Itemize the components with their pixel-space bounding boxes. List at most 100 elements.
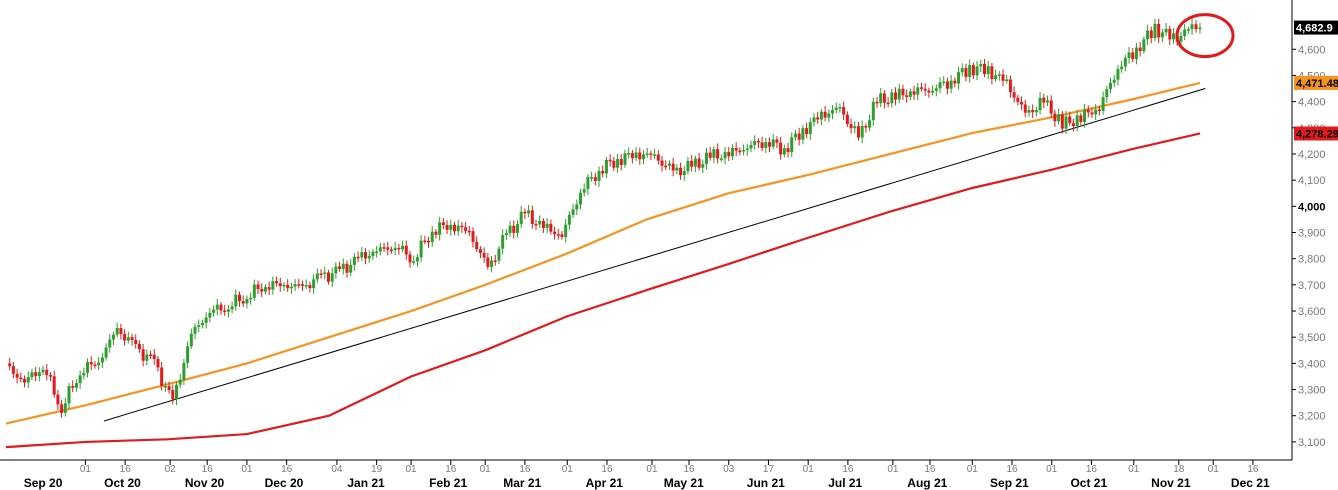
candle-body [931, 90, 935, 93]
candle-body [1086, 109, 1090, 113]
candle-body [782, 148, 786, 155]
candle-body [682, 171, 686, 176]
candle-body [567, 214, 571, 225]
candle-body [938, 82, 942, 89]
candle-body [389, 249, 393, 252]
candle-body [897, 88, 901, 100]
candle-body [645, 153, 649, 155]
candle-body [415, 257, 419, 262]
candle-body [708, 152, 712, 158]
candle-body [375, 251, 379, 254]
candle-body [912, 91, 916, 95]
candle-body [831, 110, 835, 114]
candle-body [630, 153, 634, 159]
candle-body [1075, 115, 1079, 127]
candle-body [690, 160, 694, 167]
candle-body [193, 326, 197, 334]
candle-body [326, 272, 330, 282]
x-day-label: 17 [763, 464, 775, 475]
candle-body [1016, 97, 1020, 102]
x-axis: 01 16 02 16 01 16 04 19 01 16 01 16 01 16 01 16 03 17 01 16… [0, 459, 1292, 490]
candle-body [1027, 110, 1031, 113]
candle-body [1186, 29, 1190, 31]
candle-body [1094, 109, 1098, 115]
x-day-label: 01 [241, 464, 253, 475]
candle-body [649, 153, 653, 155]
candle-body [490, 260, 494, 267]
candle-body [1105, 89, 1109, 98]
candle-body [1134, 47, 1138, 60]
candle-body [1153, 23, 1157, 39]
candle-body [890, 92, 894, 104]
candle-body [779, 142, 783, 155]
candle-body [964, 68, 968, 77]
candle-body [716, 149, 720, 159]
candle-body [786, 148, 790, 152]
price-tag-bg [1294, 75, 1338, 90]
candle-body [278, 283, 282, 287]
candle-body [423, 240, 427, 243]
candle-body [15, 373, 19, 378]
candle-body [441, 222, 445, 225]
candle-body [578, 192, 582, 205]
candle-body [86, 362, 90, 373]
candle-body [671, 163, 675, 171]
candle-body [616, 159, 620, 168]
x-day-label: 01 [967, 464, 979, 475]
candle-body [660, 160, 664, 166]
candle-body [656, 154, 660, 161]
price-tag-bg [1294, 126, 1338, 141]
candle-body [89, 362, 93, 365]
candle-body [404, 245, 408, 255]
candle-body [960, 68, 964, 73]
x-day-label: 19 [371, 464, 383, 475]
candle-body [456, 225, 460, 232]
candle-body [582, 189, 586, 193]
y-tick-label: 4,100 [1298, 175, 1326, 187]
candle-body [341, 263, 345, 269]
x-month-label: Apr 21 [586, 476, 624, 490]
y-tick-label: 4,200 [1298, 149, 1326, 161]
candle-body [97, 362, 101, 366]
candle-body [297, 284, 301, 286]
candle-body [8, 363, 12, 367]
candle-body [56, 394, 60, 405]
candle-body [334, 266, 338, 274]
candle-body [793, 133, 797, 138]
x-month-label: Nov 21 [1151, 476, 1191, 490]
candle-body [1060, 114, 1064, 129]
candle-body [108, 339, 112, 348]
candle-body [1190, 24, 1194, 30]
candle-body [764, 142, 768, 148]
candle-body [882, 93, 886, 103]
candle-body [1116, 69, 1120, 80]
candle-body [1049, 100, 1053, 114]
candle-body [871, 101, 875, 121]
candle-body [152, 354, 156, 359]
candle-body [360, 252, 364, 258]
candle-body [768, 142, 772, 147]
x-day-label: 16 [601, 464, 613, 475]
candle-body [923, 88, 927, 91]
candle-body [34, 372, 38, 376]
candle-body [1172, 33, 1176, 40]
candle-body [604, 159, 608, 174]
price-tag-bg [1294, 20, 1338, 35]
candle-body [475, 241, 479, 250]
candle-body [134, 339, 138, 344]
candle-body [553, 231, 557, 235]
candle-body [497, 248, 501, 261]
candle-body [627, 153, 631, 155]
candle-body [493, 260, 497, 262]
x-day-label: 16 [842, 464, 854, 475]
candle-body [971, 65, 975, 76]
x-day-label: 16 [519, 464, 531, 475]
candle-body [182, 362, 186, 380]
candle-body [556, 234, 560, 236]
candle-body [982, 63, 986, 74]
candle-body [438, 222, 442, 235]
candle-body [178, 379, 182, 385]
candle-body [530, 210, 534, 225]
candle-body [478, 249, 482, 253]
candle-body [734, 147, 738, 151]
